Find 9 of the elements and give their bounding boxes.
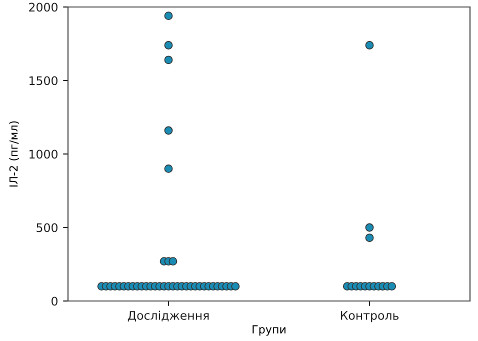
y-tick-label: 2000 xyxy=(29,2,58,12)
y-tick-label: 1500 xyxy=(30,76,58,86)
x-tick-label: Контроль xyxy=(340,311,399,322)
y-tick-label: 1000 xyxy=(30,150,58,159)
y-axis-title: ІЛ-2 (пг/мл) xyxy=(9,121,20,187)
x-axis-title: Групи xyxy=(252,325,286,336)
y-tick-label: 500 xyxy=(36,223,58,232)
x-tick-label: Дослідження xyxy=(128,310,209,322)
y-tick-label: 0 xyxy=(52,296,58,306)
